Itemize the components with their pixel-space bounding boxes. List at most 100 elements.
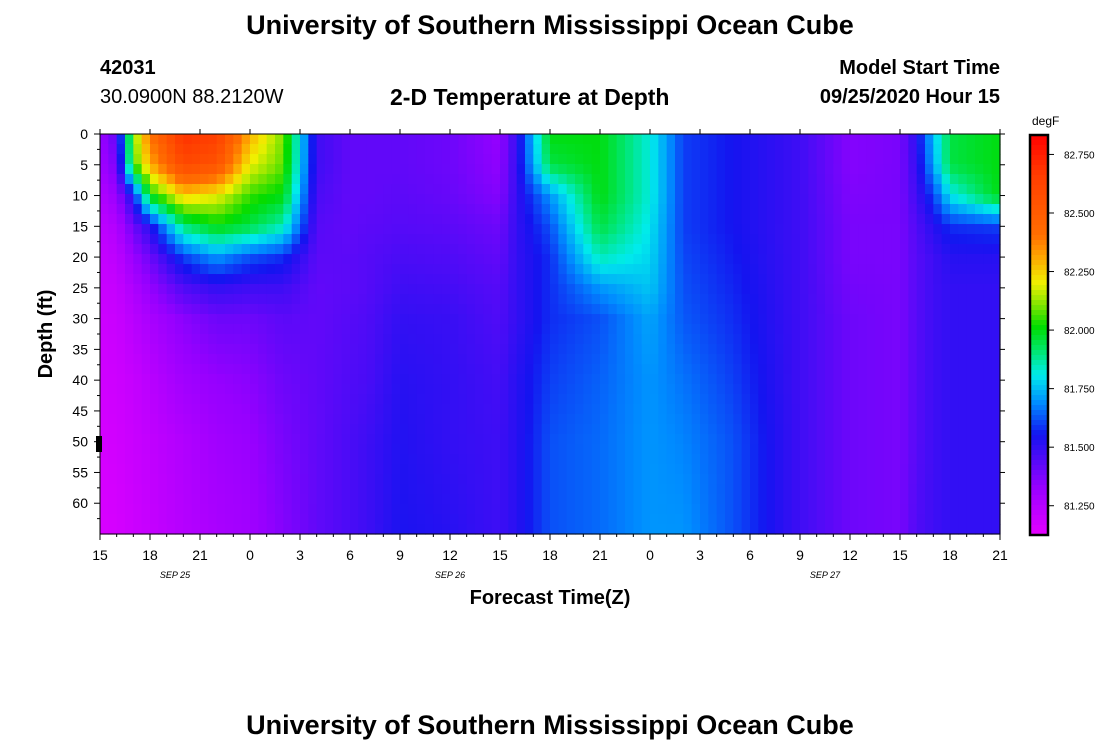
- heatmap-cell: [233, 164, 243, 175]
- heatmap-cell: [183, 254, 193, 265]
- heatmap-cell: [566, 234, 576, 245]
- heatmap-cell: [933, 434, 943, 445]
- heatmap-cell: [808, 284, 818, 295]
- heatmap-cell: [225, 274, 234, 285]
- y-tick-label: 45: [72, 403, 88, 419]
- heatmap-cell: [325, 174, 334, 185]
- heatmap-cell: [191, 144, 201, 155]
- heatmap-cell: [875, 194, 884, 205]
- heatmap-cell: [683, 354, 693, 365]
- heatmap-cell: [383, 234, 393, 245]
- heatmap-cell: [216, 494, 226, 505]
- heatmap-cell: [975, 524, 984, 535]
- heatmap-cell: [716, 424, 726, 435]
- heatmap-cell: [416, 474, 426, 485]
- heatmap-cell: [633, 354, 643, 365]
- heatmap-cell: [450, 264, 459, 275]
- heatmap-cell: [641, 134, 651, 145]
- heatmap-cell: [758, 404, 768, 415]
- heatmap-cell: [900, 414, 909, 425]
- heatmap-cell: [450, 424, 459, 435]
- heatmap-cell: [158, 334, 168, 345]
- heatmap-cell: [333, 214, 343, 225]
- heatmap-cell: [791, 174, 801, 185]
- heatmap-cell: [750, 214, 759, 225]
- heatmap-cell: [341, 144, 351, 155]
- heatmap-cell: [108, 364, 118, 375]
- heatmap-cell: [275, 464, 284, 475]
- heatmap-cell: [158, 474, 168, 485]
- heatmap-cell: [125, 274, 134, 285]
- heatmap-cell: [583, 474, 593, 485]
- heatmap-cell: [658, 194, 668, 205]
- heatmap-cell: [150, 394, 159, 405]
- heatmap-cell: [475, 154, 484, 165]
- heatmap-cell: [458, 324, 468, 335]
- heatmap-cell: [708, 474, 718, 485]
- heatmap-cell: [483, 514, 493, 525]
- heatmap-cell: [750, 504, 759, 515]
- heatmap-cell: [525, 134, 534, 145]
- heatmap-cell: [641, 194, 651, 205]
- heatmap-cell: [425, 134, 434, 145]
- heatmap-cell: [925, 354, 934, 365]
- heatmap-cell: [591, 484, 601, 495]
- heatmap-cell: [283, 314, 293, 325]
- heatmap-cell: [841, 254, 851, 265]
- x-tick-label: 15: [92, 547, 108, 563]
- heatmap-cell: [116, 484, 126, 495]
- heatmap-cell: [600, 354, 609, 365]
- heatmap-cell: [350, 324, 359, 335]
- heatmap-cell: [775, 134, 784, 145]
- heatmap-cell: [866, 404, 876, 415]
- heatmap-cell: [883, 264, 893, 275]
- heatmap-cell: [991, 184, 1001, 195]
- heatmap-cell: [858, 484, 868, 495]
- heatmap-cell: [258, 424, 268, 435]
- heatmap-cell: [858, 354, 868, 365]
- heatmap-cell: [225, 504, 234, 515]
- heatmap-cell: [866, 284, 876, 295]
- heatmap-cell: [400, 484, 409, 495]
- heatmap-cell: [416, 144, 426, 155]
- heatmap-cell: [716, 304, 726, 315]
- heatmap-cell: [433, 314, 443, 325]
- heatmap-cell: [391, 244, 401, 255]
- heatmap-cell: [466, 214, 476, 225]
- heatmap-cell: [425, 314, 434, 325]
- heatmap-cell: [200, 304, 209, 315]
- heatmap-cell: [425, 254, 434, 265]
- heatmap-cell: [933, 284, 943, 295]
- heatmap-cell: [391, 464, 401, 475]
- heatmap-cell: [725, 334, 734, 345]
- heatmap-cell: [966, 404, 976, 415]
- heatmap-cell: [341, 184, 351, 195]
- heatmap-cell: [125, 334, 134, 345]
- heatmap-cell: [333, 134, 343, 145]
- heatmap-cell: [775, 194, 784, 205]
- heatmap-cell: [833, 294, 843, 305]
- heatmap-cell: [608, 494, 618, 505]
- heatmap-cell: [500, 244, 509, 255]
- heatmap-cell: [691, 354, 701, 365]
- heatmap-cell: [108, 424, 118, 435]
- heatmap-cell: [941, 264, 951, 275]
- heatmap-cell: [241, 314, 251, 325]
- heatmap-cell: [416, 224, 426, 235]
- heatmap-cell: [616, 474, 626, 485]
- heatmap-cell: [933, 294, 943, 305]
- heatmap-cell: [708, 304, 718, 315]
- heatmap-cell: [183, 234, 193, 245]
- heatmap-cell: [150, 294, 159, 305]
- heatmap-cell: [416, 514, 426, 525]
- heatmap-cell: [833, 404, 843, 415]
- heatmap-cell: [658, 314, 668, 325]
- heatmap-cell: [883, 214, 893, 225]
- heatmap-cell: [541, 174, 551, 185]
- heatmap-cell: [141, 264, 151, 275]
- heatmap-cell: [675, 224, 684, 235]
- heatmap-cell: [500, 344, 509, 355]
- heatmap-cell: [541, 484, 551, 495]
- heatmap-cell: [550, 234, 559, 245]
- heatmap-cell: [641, 354, 651, 365]
